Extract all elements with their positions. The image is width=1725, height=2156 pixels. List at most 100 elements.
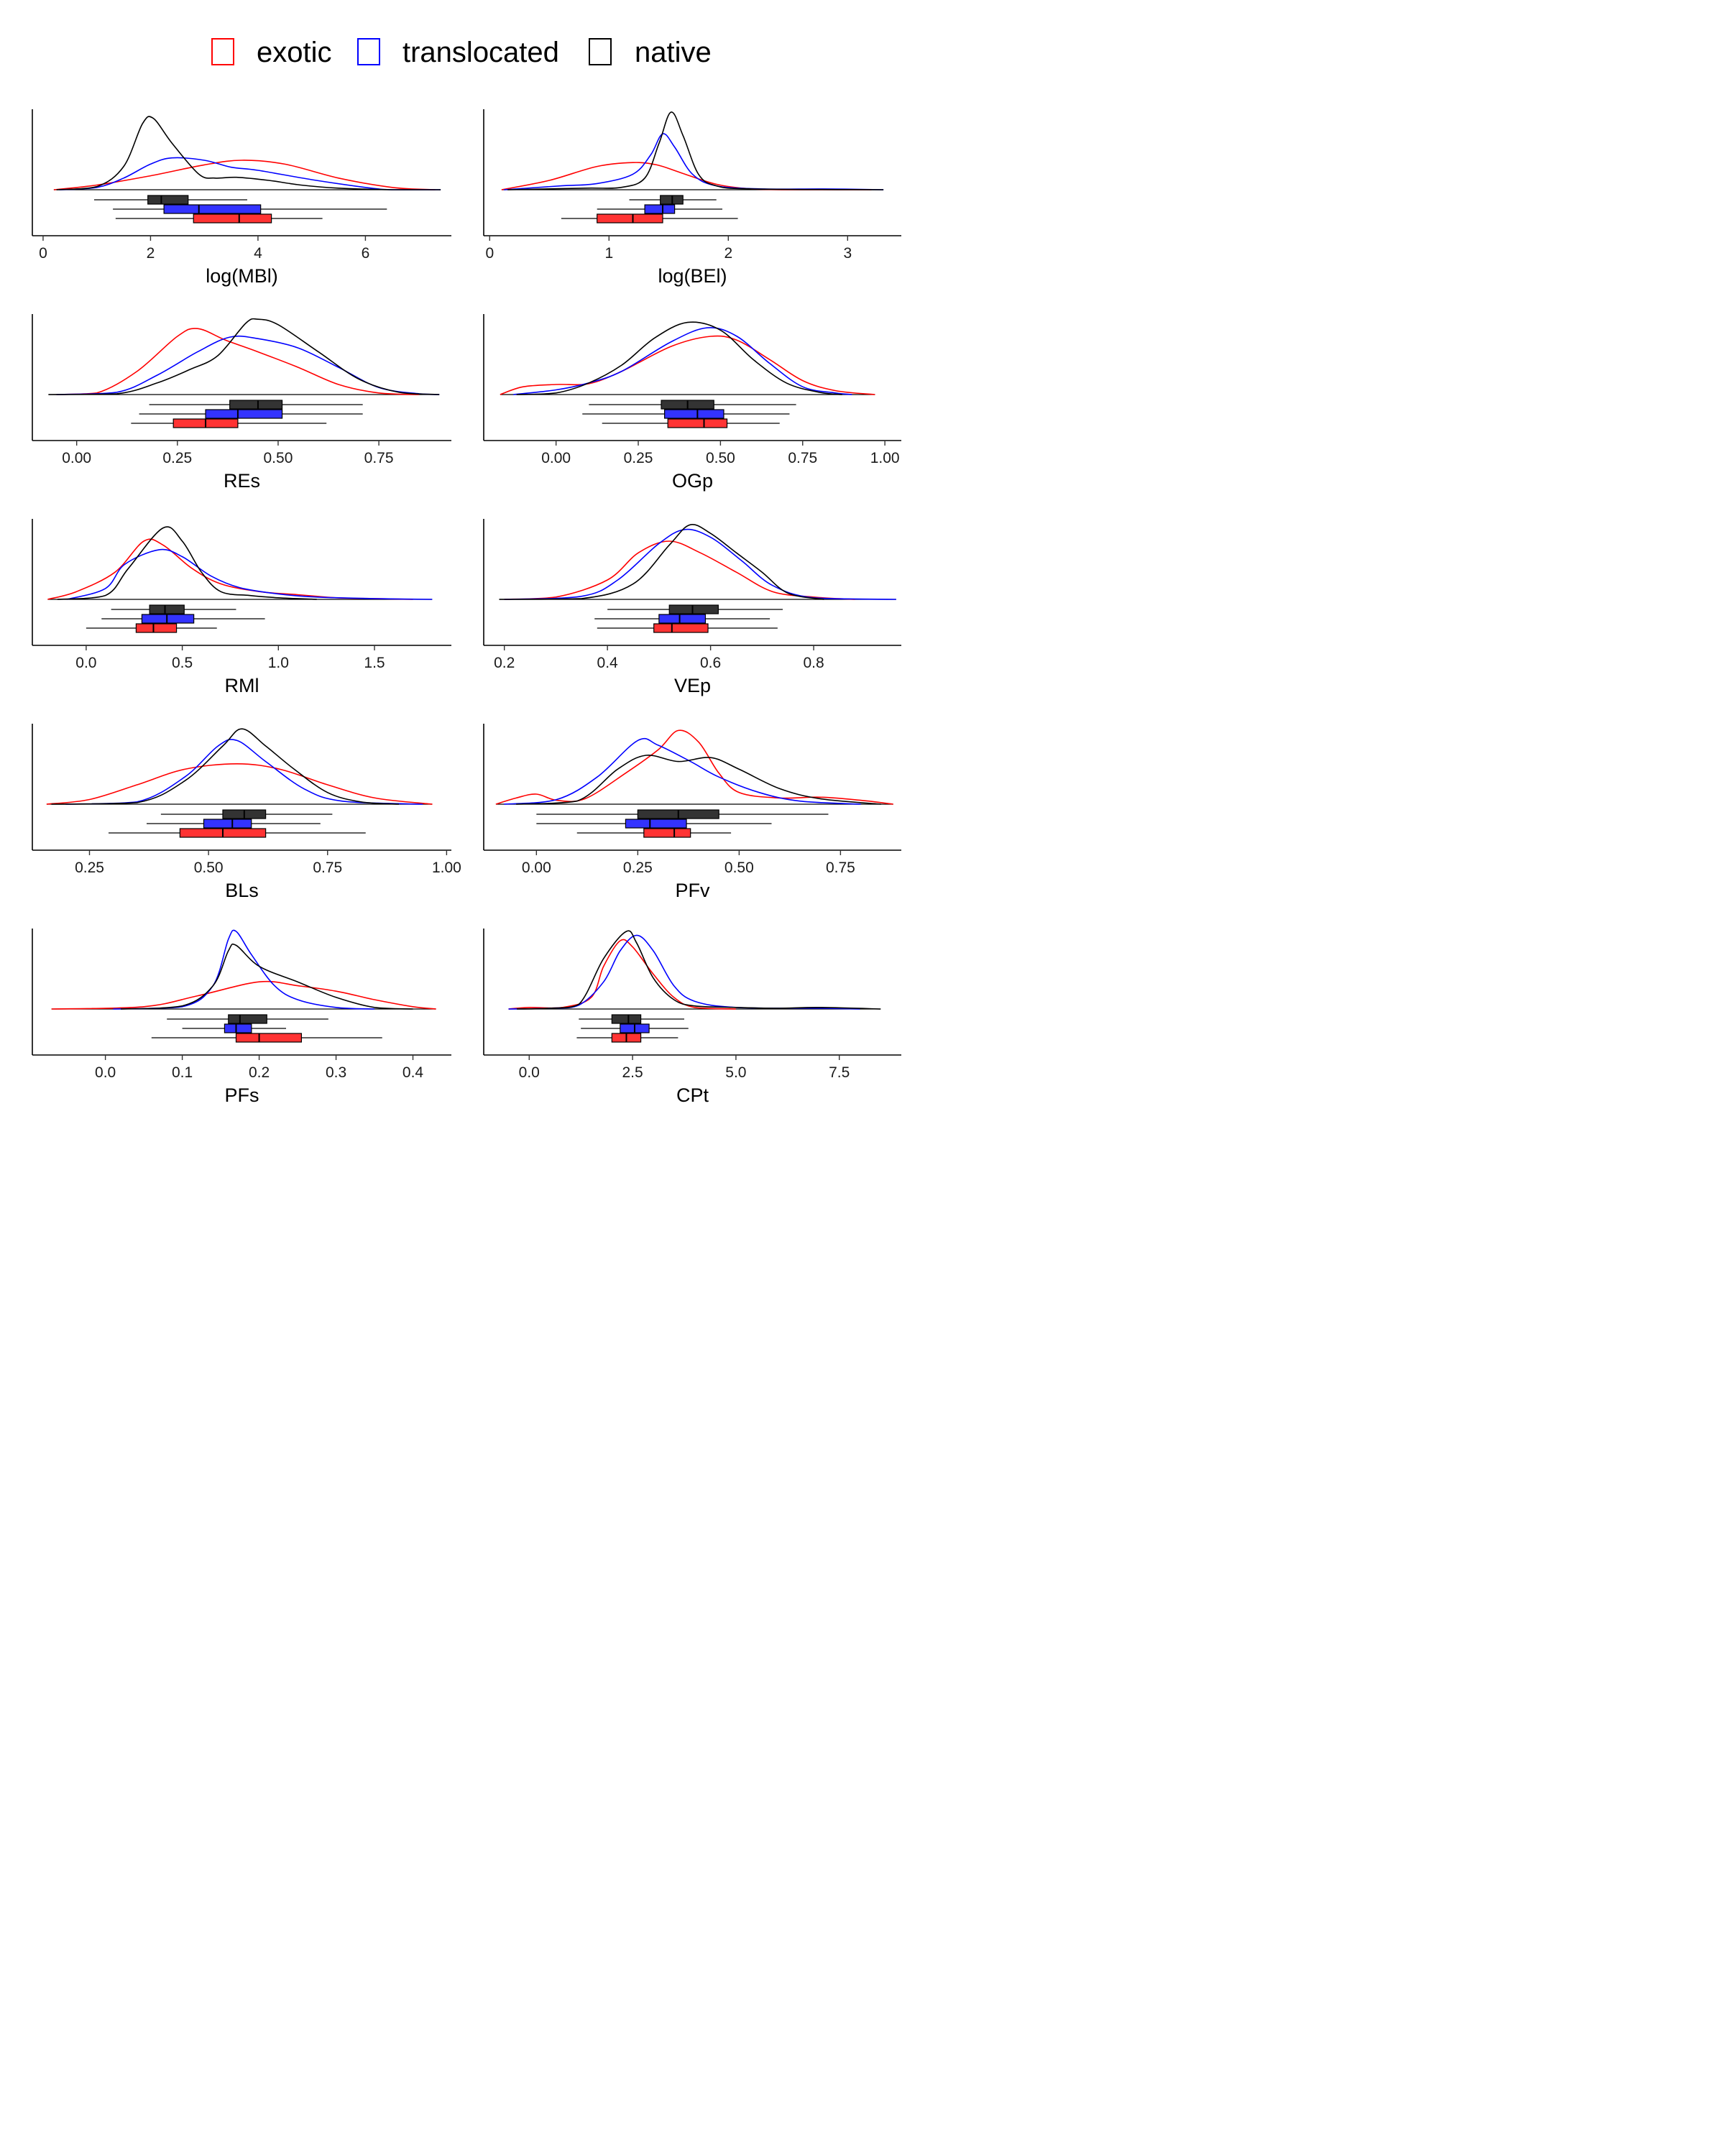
boxplot-translocated xyxy=(113,204,387,214)
density-exotic xyxy=(508,939,736,1010)
density-translocated xyxy=(66,548,433,600)
boxplot-exotic xyxy=(597,623,778,633)
x-axis-title: BLs xyxy=(225,880,259,901)
boxplot-translocated xyxy=(139,409,363,419)
boxplot-translocated xyxy=(582,409,790,419)
boxplot-translocated xyxy=(594,614,770,624)
panel-res: 0.00 0.25 0.50 0.75 REs xyxy=(32,314,451,492)
box-translocated xyxy=(203,819,252,829)
box-translocated xyxy=(644,204,676,214)
x-axis-title: REs xyxy=(224,470,260,492)
boxplot-exotic xyxy=(151,1033,382,1043)
x-axis-title: log(MBl) xyxy=(206,265,278,287)
density-translocated xyxy=(59,157,441,190)
x-axis-title: RMl xyxy=(225,675,259,696)
density-native xyxy=(499,523,824,600)
x-tick-label: 0.50 xyxy=(706,450,735,466)
legend-key-translocated xyxy=(357,38,380,65)
density-exotic xyxy=(504,540,855,600)
density-translocated xyxy=(504,737,861,805)
box-exotic xyxy=(235,1033,303,1043)
x-tick-label: 0.50 xyxy=(724,860,754,876)
box-translocated xyxy=(141,614,195,624)
boxplot-exotic xyxy=(576,828,732,838)
x-tick-label: 0.5 xyxy=(172,655,193,671)
boxplot-exotic xyxy=(576,1033,678,1043)
density-translocated xyxy=(65,739,423,805)
box-exotic xyxy=(643,828,691,838)
density-native xyxy=(51,728,400,805)
x-tick-label: 0.25 xyxy=(75,860,104,876)
boxplot-exotic xyxy=(109,828,366,838)
panel-bls: 0.25 0.50 0.75 1.00 BLs xyxy=(32,724,461,901)
x-tick-label: 0.3 xyxy=(326,1064,346,1081)
x-tick-label: 0.75 xyxy=(364,450,394,466)
x-tick-label: 0.1 xyxy=(172,1064,193,1081)
x-tick-label: 0 xyxy=(485,245,494,262)
boxplot-exotic xyxy=(131,418,327,428)
x-tick-label: 0.00 xyxy=(541,450,571,466)
x-tick-label: 0.25 xyxy=(624,450,653,466)
x-axis-title: PFs xyxy=(224,1084,259,1106)
x-tick-label: 0.75 xyxy=(788,450,817,466)
density-native xyxy=(56,116,441,190)
boxplot-translocated xyxy=(597,204,722,214)
panel-pfv: 0.00 0.25 0.50 0.75 PFv xyxy=(483,724,901,901)
x-tick-label: 0.00 xyxy=(62,450,91,466)
panel-log-bel: 0 1 2 3 log(BEl) xyxy=(483,109,901,287)
x-tick-label: 0.50 xyxy=(264,450,293,466)
box-translocated xyxy=(664,409,724,419)
box-translocated xyxy=(224,1023,252,1033)
density-exotic xyxy=(51,980,436,1010)
panel-ogp: 0.00 0.25 0.50 0.75 1.00 OGp xyxy=(483,314,901,492)
panel-cpt: 0.0 2.5 5.0 7.5 CPt xyxy=(483,929,901,1106)
density-native xyxy=(48,318,440,395)
boxplot-translocated xyxy=(101,614,265,624)
density-exotic xyxy=(500,335,875,395)
x-tick-label: 0.50 xyxy=(194,860,224,876)
box-native xyxy=(229,400,283,410)
box-exotic xyxy=(597,213,663,224)
box-exotic xyxy=(193,213,272,224)
x-tick-label: 0.0 xyxy=(519,1064,540,1081)
x-tick-label: 3 xyxy=(843,245,852,262)
x-tick-label: 0.25 xyxy=(162,450,192,466)
box-translocated xyxy=(625,819,687,829)
x-tick-label: 1.5 xyxy=(364,655,385,671)
x-tick-label: 0.8 xyxy=(803,655,824,671)
x-tick-label: 6 xyxy=(362,245,370,262)
x-axis-title: PFv xyxy=(675,880,710,901)
boxplot-native xyxy=(536,809,829,819)
density-native xyxy=(516,930,881,1010)
density-translocated xyxy=(508,934,860,1010)
density-translocated xyxy=(513,327,852,395)
boxplot-native xyxy=(111,604,236,614)
boxplot-exotic xyxy=(86,623,217,633)
x-tick-label: 0.75 xyxy=(826,860,855,876)
density-translocated xyxy=(113,929,375,1010)
x-tick-label: 2.5 xyxy=(622,1064,643,1081)
density-exotic xyxy=(53,160,436,190)
x-tick-label: 2 xyxy=(147,245,155,262)
x-tick-label: 1.00 xyxy=(870,450,900,466)
box-native xyxy=(668,604,719,614)
boxplot-native xyxy=(167,1014,328,1024)
panels: 0 2 4 6 log(MBl) 0 1 2 3 log(BEl) 0.00 0.25 0.50 0.75… xyxy=(32,109,901,1106)
density-native xyxy=(507,111,884,190)
boxplot-exotic xyxy=(602,418,780,428)
box-native xyxy=(611,1014,642,1024)
box-translocated xyxy=(163,204,262,214)
x-tick-label: 1.0 xyxy=(268,655,289,671)
box-native xyxy=(149,604,185,614)
x-tick-label: 0.00 xyxy=(522,860,551,876)
density-exotic xyxy=(46,763,433,805)
legend-label-exotic: exotic xyxy=(257,37,332,68)
boxplot-native xyxy=(589,400,796,410)
boxplot-exotic xyxy=(561,213,738,224)
density-translocated xyxy=(504,528,896,600)
box-translocated xyxy=(205,409,283,419)
x-tick-label: 0.25 xyxy=(623,860,653,876)
panel-rml: 0.0 0.5 1.0 1.5 RMl xyxy=(32,519,451,696)
box-exotic xyxy=(135,623,178,633)
box-native xyxy=(228,1014,267,1024)
